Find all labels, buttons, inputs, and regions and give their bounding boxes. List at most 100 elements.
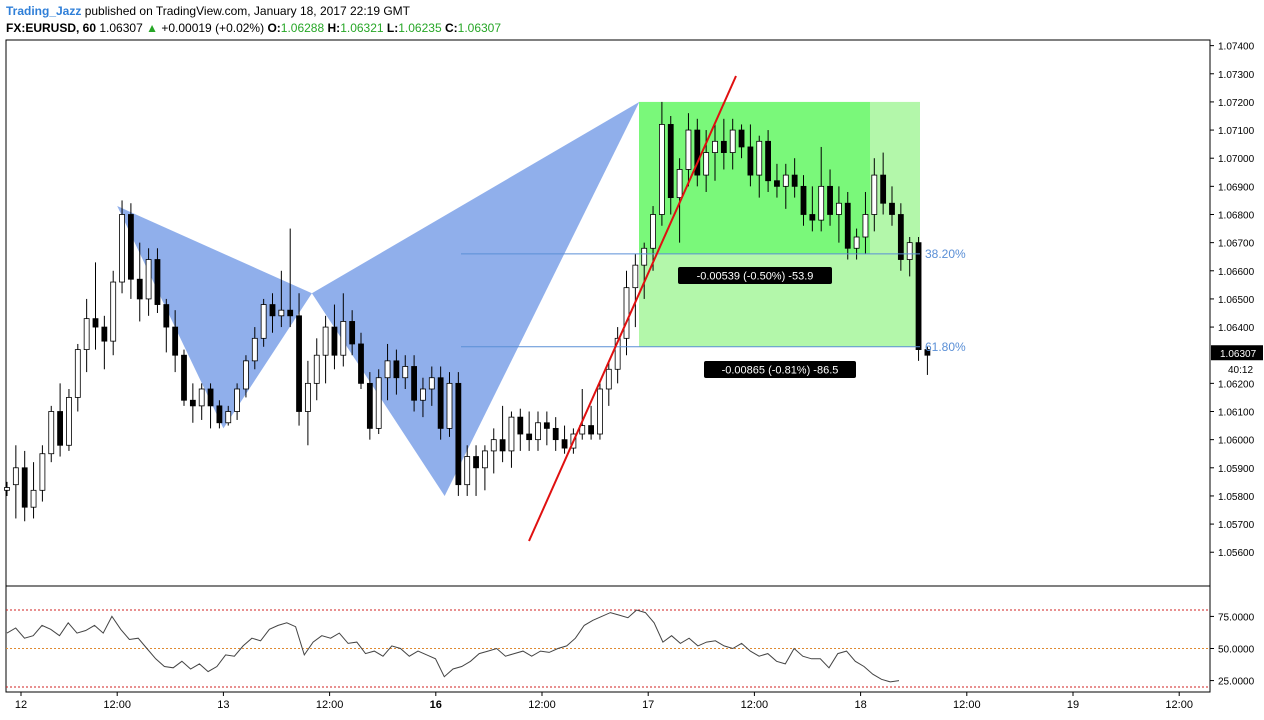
publish-info: published on TradingView.com, January 18… [81,4,411,18]
candle-body [402,366,409,379]
candle-body [278,309,285,317]
candle-body [517,416,524,435]
candle-body [897,214,904,260]
low-value: 1.06235 [398,21,442,35]
candle-body [12,467,19,486]
time-tick-label: 19 [1067,699,1079,711]
candle-body [924,349,931,356]
price-axis[interactable]: 1.07400 1.07300 1.07200 1.07100 1.07000 1.069… [1210,42,1263,560]
candle-body [703,152,710,176]
price-tick-label: 1.05600 [1218,548,1255,559]
candle-body [499,439,506,452]
candle-body [774,180,780,187]
time-tick-label: 17 [642,699,654,711]
candle-body [667,124,674,199]
price-tick-label: 1.06800 [1218,210,1255,221]
close-label: C: [444,21,458,35]
candle-body [119,214,125,283]
time-tick-label: 18 [854,699,866,711]
candle-body [287,309,294,317]
candle-body [30,489,37,508]
candle-body [181,354,187,401]
candle-body [127,214,134,280]
candle-body [836,202,842,215]
last-price: 1.06307 [99,21,143,35]
candle-body [756,140,763,176]
candle-body [508,416,515,452]
price-tick-label: 1.07400 [1218,42,1255,53]
candle-body [83,318,90,350]
price-tick-label: 1.06900 [1218,182,1255,193]
osc-line [6,609,900,683]
author-link[interactable]: Trading_Jazz [6,4,82,18]
candle-body [738,129,745,148]
price-tick-label: 1.05800 [1218,492,1255,503]
price-tick-label: 1.05700 [1218,520,1255,531]
candle-body [685,129,692,170]
fib-label-382: 38.20% [925,247,966,261]
time-tick-label: 12:00 [316,699,344,711]
callout-upper-bg [678,267,832,284]
candle-body [455,382,462,486]
candle-series [4,101,931,522]
price-tick-label: 1.06400 [1218,323,1255,334]
time-tick-label: 13 [217,699,229,711]
candle-body [605,368,612,390]
candle-body [21,467,28,508]
candle-body [366,382,373,429]
open-value: 1.06288 [280,21,325,35]
candle-body [331,326,338,356]
price-tick-label: 1.06700 [1218,239,1255,250]
high-label: H: [327,21,341,35]
candle-body [322,326,329,356]
candle-body [712,140,718,153]
candle-body [234,388,241,412]
candle-body [827,185,833,215]
candle-body [216,405,223,424]
candle-body [597,388,603,435]
candle-body [340,321,347,356]
candle-body [490,439,497,452]
candle-body [145,259,152,300]
candle-body [420,388,426,401]
candle-body [163,304,170,328]
candle-body [676,169,683,199]
target-zone [639,101,870,254]
osc-tick-label: 25.0000 [1218,677,1255,688]
time-tick-label: 12:00 [1165,699,1193,711]
ohlc-line: FX:EURUSD, 60 1.06307 ▲ +0.00019 (+0.02%… [6,20,501,37]
price-tick-label: 1.07300 [1218,70,1255,81]
candle-body [296,315,302,412]
pattern-triangle-xab [117,206,312,429]
candle-body [260,304,267,339]
candle-body [915,242,922,350]
chart-frame [5,39,1211,693]
candle-body [729,129,736,153]
candle-body [473,456,479,469]
candle-body [4,487,10,491]
price-change: +0.00019 (+0.02%) [161,21,265,35]
countdown-label: 40:12 [1228,365,1253,376]
time-axis[interactable]: 12 12:00 13 12:00 16 12:00 17 12:00 18 12:00 19 12:… [15,692,1264,711]
candle-body [782,174,789,187]
candle-body [694,129,701,176]
drawing-tools: 38.20% 61.80% -0.00539 (-0.50%) -53.9 -0.00… [461,75,966,542]
candle-body [154,259,161,305]
candle-body [659,124,665,215]
callout-upper: -0.00539 (-0.50%) -53.9 [697,271,814,283]
candle-body [853,236,860,249]
osc-tick-label: 75.0000 [1218,612,1255,623]
candle-body [251,337,258,362]
current-price-box [1211,345,1263,361]
oscillator-pane: 75.0000 50.0000 25.0000 [6,609,1255,688]
candle-body [428,377,435,390]
candle-body [641,247,648,266]
candle-body [269,304,276,317]
candle-body [650,214,656,249]
candle-body [74,349,81,398]
time-tick-label: 12:00 [741,699,769,711]
candle-body [375,377,382,429]
candle-body [411,366,418,401]
low-label: L: [386,21,399,35]
